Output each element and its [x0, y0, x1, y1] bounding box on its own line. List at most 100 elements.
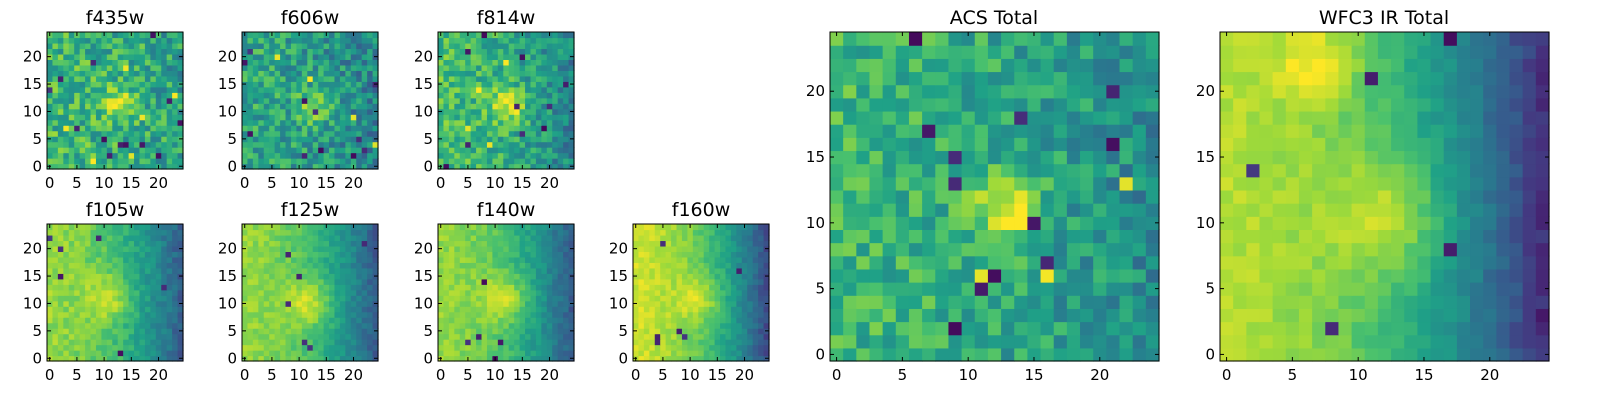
- heatmap-cell: [128, 234, 135, 242]
- heatmap-cell: [530, 81, 537, 88]
- heatmap-cell: [730, 328, 737, 335]
- heatmap-cell: [481, 130, 488, 137]
- heatmap-cell: [563, 262, 570, 269]
- heatmap-cell: [649, 284, 656, 291]
- heatmap-cell: [172, 32, 179, 39]
- heatmap-cell: [1014, 268, 1028, 283]
- heatmap-cell: [525, 70, 532, 77]
- heatmap-cell: [643, 240, 650, 247]
- heatmap-cell: [908, 321, 923, 336]
- heatmap-cell: [329, 86, 336, 93]
- heatmap-cell: [57, 136, 64, 143]
- heatmap-cell: [123, 136, 130, 143]
- heatmap-cell: [274, 114, 281, 121]
- heatmap-cell: [508, 48, 515, 55]
- heatmap-cell: [155, 125, 162, 132]
- heatmap-cell: [134, 251, 141, 258]
- heatmap-cell: [736, 317, 743, 324]
- heatmap-cell: [123, 333, 130, 340]
- heatmap-cell: [736, 262, 743, 269]
- heatmap-cell: [247, 295, 254, 302]
- heatmap-cell: [948, 189, 963, 204]
- heatmap-cell: [1040, 189, 1055, 204]
- heatmap-cell: [476, 147, 483, 154]
- heatmap-cell: [323, 262, 330, 269]
- panel-f105w: f105w 0 5 10 15 20 0 5 10 15 20: [23, 199, 184, 384]
- heatmap-cell: [843, 216, 857, 230]
- heatmap-cell: [552, 75, 559, 82]
- heatmap-cell: [161, 355, 168, 362]
- heatmap-cell: [95, 70, 102, 77]
- heatmap-cell: [541, 53, 548, 60]
- heatmap-cell: [497, 163, 504, 170]
- heatmap-cell: [448, 103, 455, 110]
- heatmap-cell: [486, 333, 493, 340]
- heatmap-cell: [144, 328, 151, 335]
- heatmap-cell: [312, 53, 319, 60]
- heatmap-cell: [687, 289, 694, 296]
- heatmap-cell: [101, 262, 108, 269]
- heatmap-cell: [242, 306, 249, 313]
- heatmap-cell: [296, 103, 303, 110]
- heatmap-cell: [1040, 229, 1055, 244]
- heatmap-cell: [459, 229, 466, 236]
- heatmap-cell: [563, 278, 570, 285]
- heatmap-cell: [95, 289, 102, 296]
- heatmap-cell: [274, 306, 281, 313]
- heatmap-cell: [367, 322, 374, 329]
- heatmap-cell: [334, 103, 341, 110]
- heatmap-cell: [329, 136, 336, 143]
- heatmap-cell: [563, 306, 570, 313]
- heatmap-cell: [454, 300, 461, 307]
- heatmap-cell: [961, 295, 976, 309]
- heatmap-cell: [263, 289, 270, 296]
- y-tick-label: 10: [218, 103, 237, 121]
- heatmap-cell: [134, 284, 141, 291]
- heatmap-cell: [345, 273, 352, 280]
- heatmap-cell: [144, 158, 151, 165]
- heatmap-cell: [552, 234, 559, 242]
- heatmap-cell: [961, 334, 976, 349]
- heatmap-cell: [687, 267, 694, 274]
- heatmap-cell: [242, 278, 249, 285]
- heatmap-cell: [535, 273, 542, 280]
- heatmap-cell: [638, 350, 645, 357]
- heatmap-cell: [660, 328, 667, 335]
- heatmap-cell: [339, 289, 346, 296]
- heatmap-cell: [63, 70, 70, 77]
- heatmap-cell: [459, 295, 466, 302]
- heatmap-cell: [101, 114, 108, 121]
- heatmap-cell: [339, 53, 346, 60]
- heatmap-cell: [454, 224, 461, 231]
- heatmap-cell: [372, 119, 379, 126]
- heatmap-cell: [503, 81, 510, 88]
- heatmap-cell: [307, 108, 314, 115]
- heatmap-cell: [155, 141, 162, 148]
- heatmap-cell: [296, 350, 303, 357]
- heatmap-cell: [470, 229, 477, 236]
- heatmap-cell: [318, 311, 325, 318]
- heatmap-cell: [258, 311, 265, 318]
- heatmap-cell: [535, 322, 542, 329]
- x-tick-label: 5: [463, 366, 473, 384]
- heatmap-cell: [372, 114, 379, 121]
- heatmap-cell: [763, 234, 770, 242]
- heatmap-cell: [563, 48, 570, 55]
- heatmap-cell: [1132, 176, 1147, 191]
- heatmap-cell: [476, 86, 483, 93]
- heatmap-cell: [714, 344, 721, 351]
- heatmap-cell: [134, 53, 141, 60]
- heatmap-cell: [730, 317, 737, 324]
- heatmap-cell: [763, 306, 770, 313]
- heatmap-cell: [307, 42, 314, 50]
- heatmap-cell: [150, 311, 157, 318]
- heatmap-cell: [112, 53, 119, 60]
- heatmap-cell: [882, 189, 897, 204]
- heatmap-cell: [492, 328, 499, 335]
- heatmap-cell: [660, 339, 667, 346]
- heatmap-cell: [1040, 347, 1055, 362]
- heatmap-cell: [345, 350, 352, 357]
- heatmap-cell: [514, 267, 521, 274]
- heatmap-cell: [1027, 189, 1042, 204]
- heatmap-cell: [350, 333, 357, 340]
